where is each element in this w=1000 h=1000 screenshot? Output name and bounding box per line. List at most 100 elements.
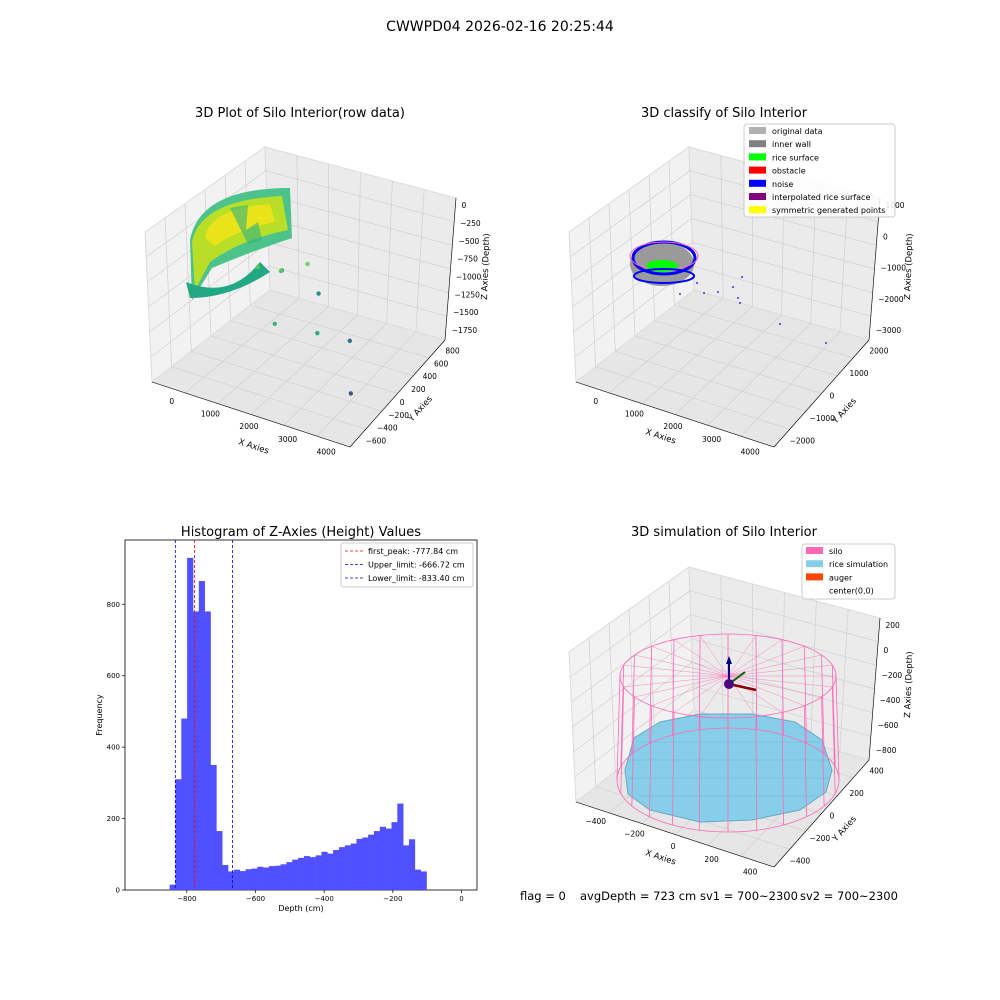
silo-roof-spoke (727, 639, 783, 677)
x-tick-label: 3000 (278, 435, 297, 444)
histogram-bar (409, 839, 416, 890)
histogram-bar (373, 831, 381, 890)
legend-label: original data (772, 127, 823, 136)
legend-label: silo (829, 547, 843, 556)
legend-label: rice simulation (829, 560, 888, 569)
status-sv1: sv1 = 700~2300 (700, 889, 798, 903)
y-tick-label: 200 (107, 815, 120, 823)
silo-strut (631, 654, 635, 755)
silo-roof-spoke (727, 675, 805, 706)
silo-strut (620, 665, 625, 767)
status-sv2: sv2 = 700~2300 (800, 889, 898, 903)
z-tick-label: 200 (885, 621, 900, 630)
y-tick-label: 800 (107, 601, 120, 609)
silo-roof-spoke (634, 675, 729, 698)
x-axis-label: X Axies (644, 848, 677, 867)
status-avg-depth: avgDepth = 723 cm (580, 889, 696, 903)
panel-classify-3d: 3D classify of Silo Interior 0 1000 2000 30… (568, 106, 915, 457)
y-tick-label: 800 (445, 347, 460, 356)
silo-roof-spoke (623, 675, 729, 688)
silo-roof-spoke (651, 646, 729, 677)
histogram-bar (228, 871, 235, 890)
y-tick-label: 600 (107, 672, 120, 680)
scatter-point (255, 264, 260, 270)
histogram-bar (187, 557, 194, 890)
legend-swatch (806, 573, 823, 581)
silo-strut (631, 696, 635, 807)
silo-strut (755, 716, 758, 831)
z-tick-labels: 0 −250 −500 −750 −1000 −1250 −1500 −1750 (452, 201, 482, 335)
silo-strut (649, 646, 653, 744)
y-tick-label: 0 (116, 887, 120, 895)
legend-label: auger (829, 573, 853, 582)
noise-point (732, 286, 734, 288)
silo-strut (803, 646, 807, 744)
z-tick-label: −1500 (453, 308, 479, 317)
legend-swatch (806, 560, 823, 568)
silo-strut (821, 696, 825, 807)
z-tick-label: −1000 (456, 273, 482, 282)
z-axis-line (868, 197, 881, 341)
legend-label: noise (772, 180, 793, 189)
z-tick-label: −1750 (452, 326, 478, 335)
histogram-bar (403, 845, 410, 890)
legend-swatch (749, 166, 766, 174)
legend-swatch (749, 193, 766, 200)
x-tick-label: 0 (593, 397, 598, 406)
histogram-bar (368, 834, 375, 890)
noise-points (679, 274, 827, 344)
silo-roof-spoke (727, 675, 783, 713)
scatter-point (305, 261, 310, 267)
y-tick-label: −200 (810, 834, 831, 843)
legend-swatch (749, 140, 766, 148)
z-tick-label: −3000 (876, 326, 902, 335)
x-tick-label: 0 (459, 895, 463, 903)
raw-silo-ring (186, 188, 292, 300)
scatter-point (278, 268, 284, 274)
y-axis-line (773, 759, 870, 868)
histogram-vlines (174, 540, 233, 890)
x-tick-label: 4000 (317, 448, 336, 457)
y-axis-label: Y Axies (406, 394, 435, 425)
silo-strut (698, 716, 701, 831)
silo-strut (616, 675, 621, 781)
z-tick-label: 0 (884, 646, 889, 655)
y-tick-label: −2000 (790, 436, 816, 445)
histogram-bar (263, 867, 270, 890)
histogram-bar (362, 837, 369, 890)
histogram-bar (327, 853, 334, 890)
y-tick-label: −400 (377, 424, 398, 433)
rice-simulation-surface (624, 713, 833, 823)
x-tick-label: 3000 (702, 435, 721, 444)
legend-swatch (749, 179, 766, 187)
histogram-bar (298, 857, 305, 890)
x-tick-label: −200 (383, 895, 402, 903)
histogram-bar (257, 866, 264, 890)
y-axis-label: Frequency (95, 694, 104, 736)
z-tick-label: −600 (878, 721, 899, 730)
auger-marker (724, 656, 757, 692)
scatter-point (315, 331, 320, 336)
legend-label: symmetric generated points (772, 206, 885, 215)
histogram-bar (175, 779, 182, 890)
panel-raw-3d: 3D Plot of Silo Interior(row data) 0 1000… (144, 106, 492, 457)
x-tick-label: −400 (585, 817, 606, 826)
histogram-bar (280, 864, 287, 890)
silo-strut (698, 635, 701, 730)
histogram-legend: first_peak: -777.84 cm Upper_limit: -666.… (340, 542, 474, 588)
y-tick-label: 600 (434, 359, 449, 368)
classify-legend: original data inner wall rice surface obsta… (743, 123, 896, 218)
histogram-bar (251, 868, 258, 890)
histogram-bar (356, 838, 363, 890)
histogram-bar (192, 611, 200, 890)
noise-point (717, 291, 719, 293)
histogram-bar (204, 611, 211, 890)
histogram-bar (414, 869, 421, 890)
panel-raw-title: 3D Plot of Silo Interior(row data) (195, 106, 405, 121)
scatter-point (272, 321, 277, 327)
y-tick-labels: 400 200 0 −200 −400 (790, 767, 884, 866)
z-axis-label: Z Axies (Depth) (480, 233, 492, 300)
figure-suptitle: CWWPD04 2026-02-16 20:25:44 (386, 19, 614, 35)
x-tick-label: −400 (315, 895, 334, 903)
